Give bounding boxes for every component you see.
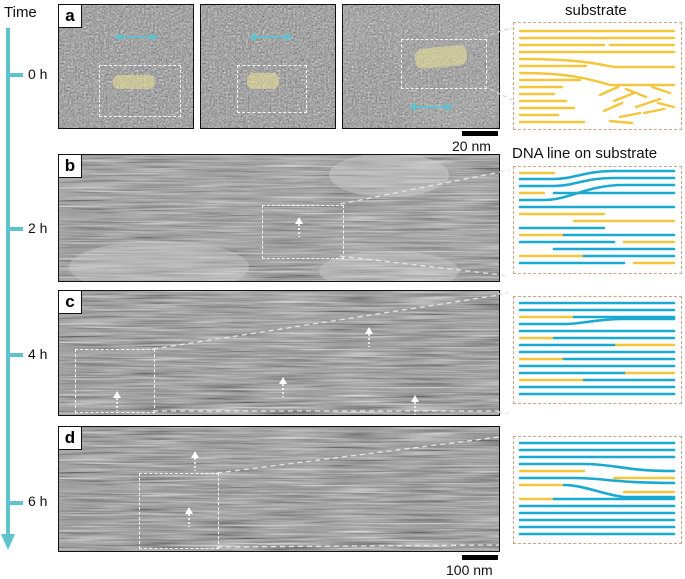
region-of-interest [401, 39, 487, 89]
region-of-interest [139, 473, 219, 549]
schematic-c [513, 296, 682, 404]
time-tick-4h [9, 353, 23, 357]
time-axis-title: Time [4, 4, 37, 21]
time-tick-6h [9, 501, 23, 505]
schematic-b [513, 166, 682, 274]
orientation-arrow [409, 103, 453, 111]
region-of-interest [237, 65, 307, 113]
panel-a-image-2 [200, 4, 336, 129]
lattice-highlight [113, 75, 155, 89]
panel-letter-a: a [59, 5, 82, 28]
lattice-highlight [247, 73, 279, 89]
dna-marker-arrow [113, 391, 121, 411]
zoom-guides-c-ext [498, 291, 513, 415]
scale-bar-bottom-label: 100 nm [446, 562, 493, 578]
zoom-guides-b [340, 169, 511, 277]
schematic-a [513, 22, 682, 130]
schematic-title-substrate: substrate [565, 2, 627, 19]
time-label-2h: 2 h [28, 220, 48, 236]
schematic-d [513, 436, 682, 544]
time-label-6h: 6 h [28, 493, 48, 509]
panel-c-image: c [58, 290, 500, 416]
scale-bar-bottom [462, 555, 498, 560]
panel-b-image: b [58, 154, 500, 282]
dna-marker-arrow [191, 451, 199, 471]
time-tick-2h [9, 227, 23, 231]
zoom-guides-a [484, 28, 513, 101]
dna-marker-arrow [365, 327, 373, 347]
panel-letter-b: b [59, 155, 82, 178]
zoom-guides-d [217, 436, 499, 548]
dna-marker-arrow [411, 395, 419, 415]
zoom-guides-c [153, 294, 499, 412]
panel-letter-c: c [59, 291, 82, 314]
panel-a-image-1: a [58, 4, 194, 129]
region-of-interest [99, 65, 181, 117]
dna-marker-arrow [295, 217, 303, 237]
time-label-0h: 0 h [28, 66, 48, 82]
scale-bar-top [462, 131, 498, 136]
region-of-interest [75, 349, 155, 413]
region-of-interest [262, 205, 344, 259]
time-axis-arrow [1, 28, 15, 550]
schematic-title-dna-line: DNA line on substrate [512, 145, 658, 162]
time-tick-0h [9, 73, 23, 77]
panel-d-image: d [58, 426, 500, 552]
dna-marker-arrow [279, 377, 287, 397]
scale-bar-top-label: 20 nm [452, 138, 491, 154]
panel-letter-d: d [59, 427, 82, 450]
orientation-arrow [249, 33, 293, 41]
time-label-4h: 4 h [28, 346, 48, 362]
panel-a-image-3 [342, 4, 500, 129]
dna-marker-arrow [185, 507, 193, 527]
orientation-arrow [114, 33, 158, 41]
